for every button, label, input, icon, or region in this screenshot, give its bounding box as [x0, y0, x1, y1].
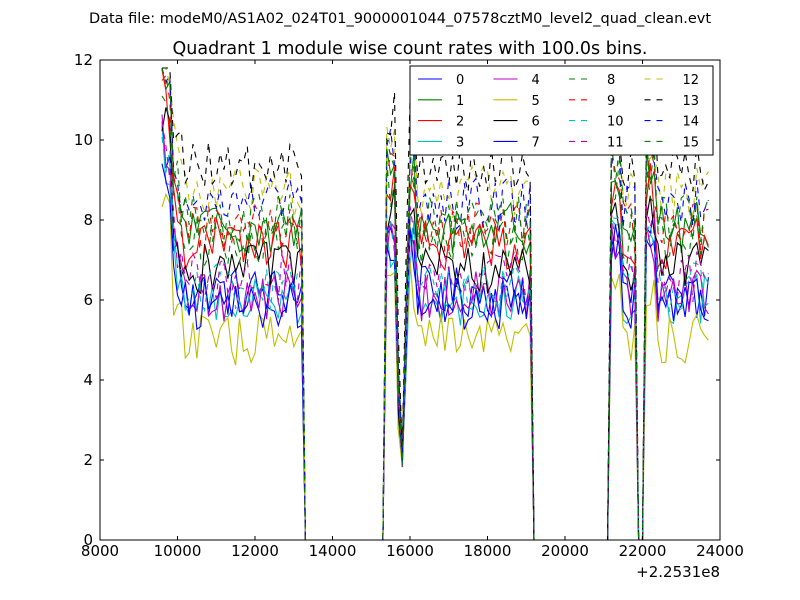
legend-label-6: 6 — [532, 115, 540, 130]
x-tick-label: 18000 — [464, 542, 512, 560]
y-tick-label: 12 — [74, 51, 93, 69]
x-tick-label: 16000 — [386, 542, 434, 560]
legend-label-14: 14 — [683, 115, 700, 130]
y-tick-label: 0 — [83, 531, 93, 549]
legend-label-11: 11 — [607, 135, 624, 150]
y-tick-label: 2 — [83, 451, 93, 469]
x-tick-label: 20000 — [541, 542, 589, 560]
legend-label-5: 5 — [532, 94, 540, 109]
series-line-0 — [161, 124, 709, 541]
series-line-15 — [161, 67, 709, 541]
legend-frame — [409, 65, 714, 156]
legend-label-8: 8 — [607, 73, 615, 88]
y-tick-label: 6 — [83, 291, 93, 309]
series-line-8 — [161, 95, 709, 541]
series-line-2 — [161, 69, 709, 541]
x-tick-label: 8000 — [81, 542, 119, 560]
y-tick-label: 8 — [83, 211, 93, 229]
series-line-11 — [161, 121, 709, 541]
x-tick-label: 12000 — [231, 542, 279, 560]
series-line-4 — [161, 114, 709, 541]
legend-label-7: 7 — [532, 135, 540, 150]
axis-ticks: 8000 10000 12000 14000 16000 18000 20000 22000 2… — [74, 51, 744, 560]
legend-label-0: 0 — [456, 73, 464, 88]
legend-label-1: 1 — [456, 94, 464, 109]
series-line-7 — [161, 163, 709, 541]
series-line-6 — [161, 107, 709, 541]
series-line-1 — [161, 67, 709, 541]
chart-title: Quadrant 1 module wise count rates with … — [173, 39, 648, 59]
chart-suptitle: Data file: modeM0/AS1A02_024T01_90000010… — [89, 11, 711, 27]
x-offset-label: +2.2531e8 — [636, 563, 720, 581]
x-tick-label: 14000 — [309, 542, 357, 560]
x-tick-label: 10000 — [154, 542, 202, 560]
y-tick-label: 4 — [83, 371, 93, 389]
legend-label-9: 9 — [607, 94, 615, 109]
legend-label-12: 12 — [683, 73, 700, 88]
legend-label-13: 13 — [683, 94, 700, 109]
legend-label-10: 10 — [607, 115, 624, 130]
legend-label-2: 2 — [456, 115, 464, 130]
legend-label-3: 3 — [456, 135, 464, 150]
series-line-5 — [161, 192, 709, 541]
series-line-9 — [161, 74, 709, 541]
series-line-14 — [161, 67, 709, 541]
y-tick-label: 10 — [74, 131, 93, 149]
x-tick-label: 24000 — [696, 542, 744, 560]
x-tick-label: 22000 — [619, 542, 667, 560]
legend-label-15: 15 — [683, 135, 700, 150]
legend-label-4: 4 — [532, 73, 540, 88]
